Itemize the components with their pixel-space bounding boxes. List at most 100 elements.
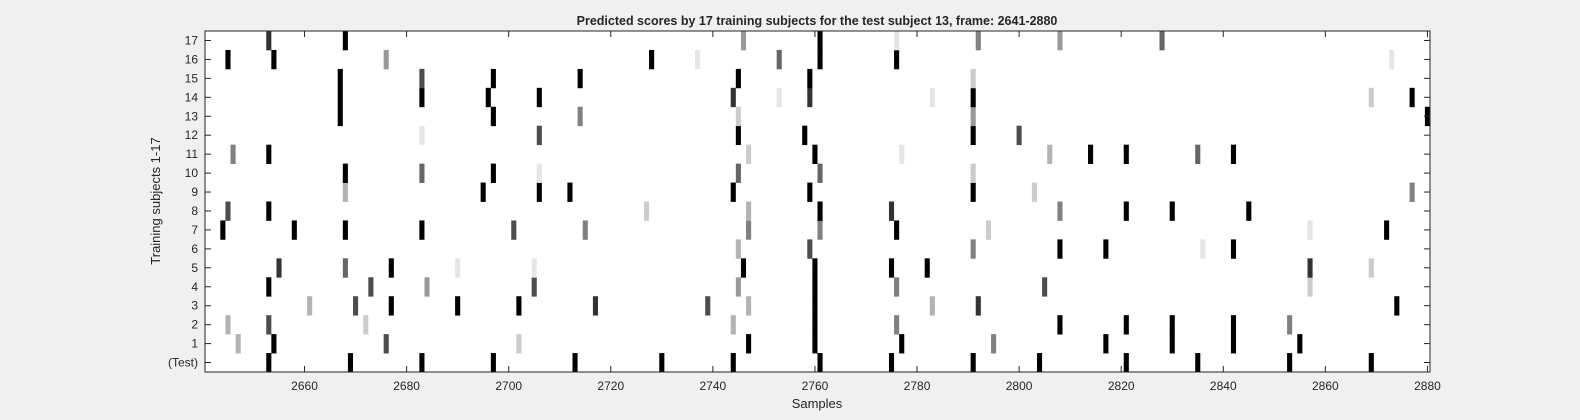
y-tick-label: 5	[191, 261, 198, 275]
heatmap-cell	[730, 353, 736, 373]
heatmap-cell	[225, 49, 231, 70]
heatmap-cell	[225, 201, 231, 221]
heatmap-cell	[659, 353, 665, 373]
y-tick-label: 13	[185, 109, 199, 123]
x-tick-label: 2720	[597, 379, 624, 393]
heatmap-cell	[536, 163, 542, 183]
heatmap-cell	[276, 258, 282, 278]
heatmap-cell	[388, 296, 394, 316]
heatmap-cell	[266, 144, 272, 165]
heatmap-cell	[592, 296, 599, 316]
heatmap-cell	[807, 87, 813, 108]
heatmap-cell	[582, 220, 588, 240]
heatmap-cell	[220, 220, 226, 240]
heatmap-cell	[1394, 296, 1400, 316]
heatmap-cell	[1287, 353, 1293, 373]
heatmap-cell	[894, 277, 900, 297]
heatmap-cell	[929, 87, 935, 108]
heatmap-cell	[342, 31, 348, 51]
heatmap-cell	[807, 239, 813, 259]
heatmap-cell	[1307, 277, 1313, 297]
heatmap-cell	[1368, 87, 1374, 108]
heatmap-cell	[929, 296, 935, 316]
heatmap-cell	[899, 144, 905, 165]
heatmap-cell	[1057, 201, 1063, 221]
heatmap-cell	[368, 277, 374, 297]
heatmap-cell	[1057, 239, 1063, 259]
heatmap-cell	[888, 353, 895, 373]
heatmap-cell	[291, 220, 297, 240]
heatmap-cell	[1031, 182, 1037, 202]
heatmap-cell	[511, 220, 517, 240]
heatmap-cell	[230, 144, 236, 165]
heatmap-cell	[735, 277, 741, 297]
heatmap-cell	[1246, 201, 1252, 221]
heatmap-cell	[970, 163, 976, 183]
heatmap-cell	[531, 258, 537, 278]
heatmap-cell	[705, 296, 711, 316]
x-axis-ticks: 2660 2680 2700 2720 2740 2760 2780 2800 2820 2840…	[291, 31, 1441, 393]
heatmap-cell	[812, 258, 818, 278]
heatmap-cell	[480, 182, 486, 202]
heatmap-cell	[536, 87, 542, 108]
x-axis-label: Samples	[792, 396, 843, 411]
heatmap-cell	[643, 201, 650, 221]
heatmap-cell	[776, 49, 782, 70]
y-tick-label: 8	[191, 204, 198, 218]
heatmap-cell	[266, 277, 272, 297]
heatmap-cell	[812, 315, 818, 335]
heatmap-cell	[1057, 31, 1063, 51]
heatmap-cell	[817, 353, 823, 373]
y-axis-label: Training subjects 1-17	[148, 137, 163, 264]
heatmap-cell	[363, 315, 369, 335]
heatmap-cell	[516, 296, 522, 316]
heatmap-cell	[342, 258, 348, 278]
heatmap-cell	[812, 296, 818, 316]
heatmap-cell	[419, 87, 425, 108]
heatmap-cell	[730, 315, 736, 335]
x-tick-label: 2800	[1006, 379, 1033, 393]
heatmap-cell	[817, 31, 823, 51]
heatmap-cell	[740, 258, 747, 278]
heatmap-cell	[812, 144, 818, 165]
axes-frame	[204, 30, 1431, 373]
heatmap-cell	[572, 353, 578, 373]
heatmap-cell	[746, 296, 752, 316]
heatmap-cell	[817, 49, 823, 70]
heatmap-cell	[924, 258, 930, 278]
heatmap-cell	[307, 296, 313, 316]
heatmap-cell	[975, 296, 981, 316]
heatmap-cell	[888, 201, 895, 221]
heatmap-cell	[337, 87, 343, 108]
heatmap-cell	[1230, 144, 1237, 165]
heatmap-cell	[419, 220, 425, 240]
heatmap-cell	[225, 315, 231, 335]
x-tick-label: 2680	[393, 379, 420, 393]
heatmap-cell	[342, 182, 348, 202]
heatmap-cell	[266, 31, 272, 51]
heatmap-cell	[536, 182, 542, 202]
heatmap-cell	[649, 49, 655, 70]
chart-title: Predicted scores by 17 training subjects…	[577, 14, 1058, 28]
heatmap-cell	[342, 220, 348, 240]
heatmap-cell	[490, 68, 496, 89]
heatmap-cell	[490, 163, 496, 183]
heatmap-cell	[419, 163, 425, 183]
heatmap-cell	[577, 106, 583, 127]
heatmap-cell	[894, 49, 900, 70]
heatmap-cell	[970, 87, 976, 108]
heatmap-cell	[383, 49, 389, 70]
heatmap-cell	[730, 87, 736, 108]
heatmap-cell	[970, 353, 976, 373]
heatmap-cell	[353, 296, 359, 316]
heatmap-cell	[746, 201, 752, 221]
heatmap-cell	[1297, 334, 1303, 354]
x-tick-label: 2780	[904, 379, 931, 393]
heatmap-cell	[1307, 258, 1313, 278]
heatmap-cell	[1016, 125, 1022, 146]
heatmap-cell	[271, 49, 277, 70]
heatmap-cell	[490, 106, 496, 127]
x-tick-label: 2820	[1108, 379, 1135, 393]
y-tick-label: 9	[191, 185, 198, 199]
